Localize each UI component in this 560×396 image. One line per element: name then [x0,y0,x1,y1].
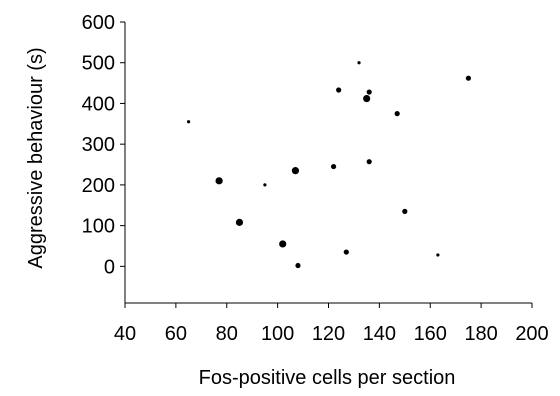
data-point [357,61,361,65]
x-axis-ticks: 40 60 80 100 120 140 160 180 200 [114,303,549,345]
y-tick-label: 100 [82,216,115,238]
x-tick-label: 80 [216,323,238,345]
data-point [465,75,472,81]
data-point [394,111,400,117]
x-tick-label: 140 [363,323,396,345]
data-point [436,253,440,257]
x-tick-label: 40 [114,323,136,345]
data-points [186,61,472,269]
y-tick-label: 0 [104,256,115,278]
data-point [366,159,372,165]
data-point [330,163,337,170]
data-point [215,177,223,185]
y-tick-label: 500 [82,53,115,75]
y-tick-label: 200 [82,175,115,197]
data-point [235,218,244,226]
x-tick-label: 120 [312,323,345,345]
data-point [343,249,349,255]
y-tick-label: 400 [82,93,115,115]
x-tick-label: 60 [165,323,187,345]
y-axis-ticks: 0 100 200 300 400 500 600 [82,12,125,278]
data-point [291,167,300,175]
y-tick-label: 600 [82,12,115,34]
data-point [279,240,287,248]
data-point [336,87,342,93]
data-point [263,183,267,187]
x-tick-label: 160 [414,323,447,345]
data-point [402,208,408,214]
x-tick-label: 200 [515,323,548,345]
y-axis-title: Aggressive behaviour (s) [25,47,47,268]
y-tick-label: 300 [82,134,115,156]
x-tick-label: 180 [464,323,497,345]
data-point [295,262,301,269]
x-tick-label: 100 [261,323,294,345]
data-point [366,89,372,95]
data-point [363,94,371,103]
data-point [186,120,191,124]
x-axis-title: Fos-positive cells per section [199,367,456,389]
